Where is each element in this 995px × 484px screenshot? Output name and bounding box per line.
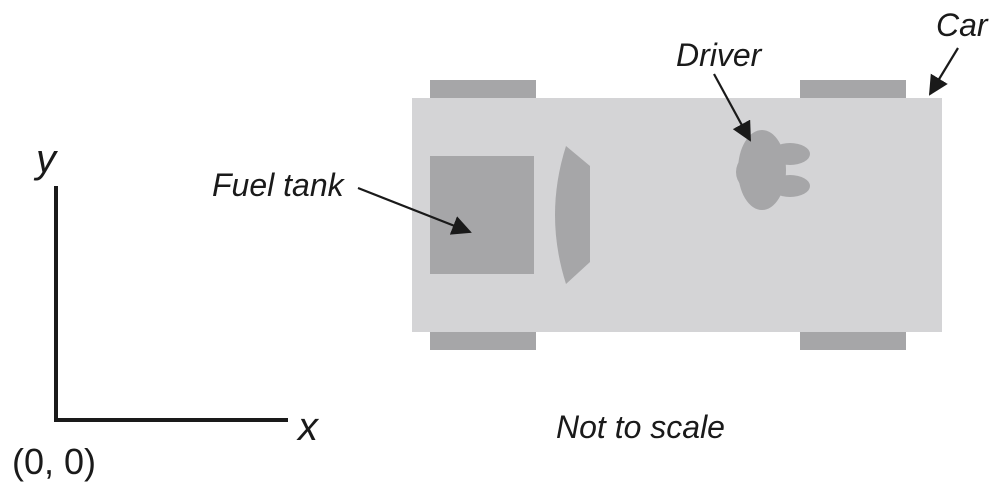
wheel-rear-bottom: [430, 330, 536, 350]
x-axis-label: x: [296, 405, 320, 449]
driver-figure: [736, 130, 810, 210]
driver-label: Driver: [676, 37, 763, 73]
wheel-front-bottom: [800, 330, 906, 350]
wheels: [430, 80, 906, 350]
scale-note: Not to scale: [556, 409, 725, 445]
windshield: [555, 146, 590, 284]
y-axis-label: y: [33, 137, 59, 181]
fuel-tank-label: Fuel tank: [212, 167, 346, 203]
fuel-tank: [430, 156, 534, 274]
car-label: Car: [936, 7, 989, 43]
driver-arrow: [713, 73, 751, 142]
wheel-front-top: [800, 80, 906, 100]
wheel-rear-top: [430, 80, 536, 100]
fuel-tank-arrow: [357, 186, 472, 235]
car-arrow: [928, 47, 959, 96]
origin-label: (0, 0): [12, 441, 96, 482]
axes: y x (0, 0): [12, 137, 320, 482]
